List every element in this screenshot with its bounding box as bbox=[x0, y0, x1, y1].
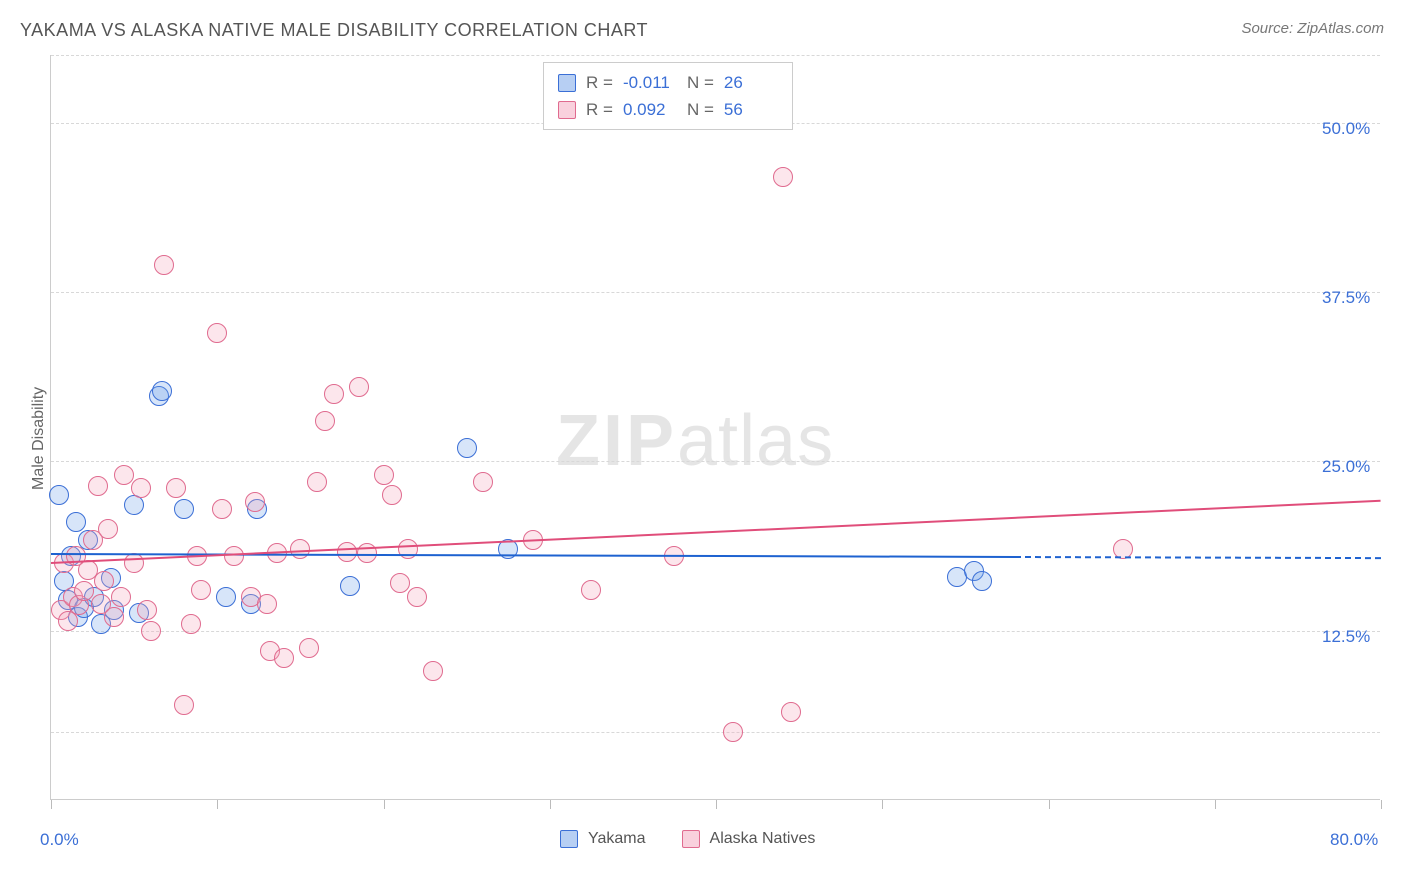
stat-r-value-yakama: -0.011 bbox=[623, 69, 677, 96]
data-point-alaska bbox=[337, 542, 357, 562]
data-point-alaska bbox=[781, 702, 801, 722]
data-point-yakama bbox=[457, 438, 477, 458]
data-point-yakama bbox=[340, 576, 360, 596]
legend-swatch-yakama bbox=[560, 830, 578, 848]
legend-label-yakama: Yakama bbox=[588, 830, 646, 848]
data-point-alaska bbox=[104, 607, 124, 627]
x-tick bbox=[51, 800, 52, 809]
data-point-alaska bbox=[131, 478, 151, 498]
data-point-alaska bbox=[154, 255, 174, 275]
data-point-alaska bbox=[137, 600, 157, 620]
series-legend: Yakama Alaska Natives bbox=[560, 830, 815, 848]
data-point-alaska bbox=[773, 167, 793, 187]
x-tick bbox=[716, 800, 717, 809]
data-point-yakama bbox=[49, 485, 69, 505]
data-point-alaska bbox=[299, 638, 319, 658]
stat-r-value-alaska: 0.092 bbox=[623, 96, 677, 123]
data-point-yakama bbox=[174, 499, 194, 519]
data-point-alaska bbox=[423, 661, 443, 681]
legend-label-alaska: Alaska Natives bbox=[710, 830, 816, 848]
watermark-atlas: atlas bbox=[677, 401, 834, 481]
stat-r-label: R = bbox=[586, 96, 613, 123]
y-tick-label: 50.0% bbox=[1322, 119, 1370, 139]
gridline bbox=[51, 55, 1380, 56]
data-point-alaska bbox=[124, 553, 144, 573]
stat-n-label: N = bbox=[687, 69, 714, 96]
stats-legend-box: R = -0.011 N = 26 R = 0.092 N = 56 bbox=[543, 62, 793, 130]
data-point-alaska bbox=[307, 472, 327, 492]
data-point-alaska bbox=[166, 478, 186, 498]
gridline bbox=[51, 292, 1380, 293]
trend-yakama-dash bbox=[1015, 556, 1381, 559]
x-tick bbox=[1381, 800, 1382, 809]
data-point-alaska bbox=[174, 695, 194, 715]
data-point-alaska bbox=[315, 411, 335, 431]
data-point-alaska bbox=[473, 472, 493, 492]
y-tick-label: 12.5% bbox=[1322, 627, 1370, 647]
data-point-alaska bbox=[407, 587, 427, 607]
x-tick-label: 0.0% bbox=[40, 830, 79, 850]
data-point-alaska bbox=[224, 546, 244, 566]
data-point-alaska bbox=[374, 465, 394, 485]
y-tick-label: 37.5% bbox=[1322, 288, 1370, 308]
data-point-alaska bbox=[207, 323, 227, 343]
y-axis-label: Male Disability bbox=[30, 387, 48, 490]
x-tick bbox=[1215, 800, 1216, 809]
gridline bbox=[51, 461, 1380, 462]
data-point-alaska bbox=[98, 519, 118, 539]
x-tick bbox=[550, 800, 551, 809]
data-point-yakama bbox=[972, 571, 992, 591]
x-tick bbox=[882, 800, 883, 809]
stat-n-label: N = bbox=[687, 96, 714, 123]
data-point-alaska bbox=[349, 377, 369, 397]
swatch-yakama bbox=[558, 74, 576, 92]
data-point-alaska bbox=[245, 492, 265, 512]
gridline bbox=[51, 631, 1380, 632]
data-point-alaska bbox=[382, 485, 402, 505]
data-point-alaska bbox=[114, 465, 134, 485]
data-point-alaska bbox=[181, 614, 201, 634]
y-tick-label: 25.0% bbox=[1322, 457, 1370, 477]
data-point-alaska bbox=[390, 573, 410, 593]
x-tick bbox=[384, 800, 385, 809]
stats-row-yakama: R = -0.011 N = 26 bbox=[558, 69, 778, 96]
data-point-yakama bbox=[216, 587, 236, 607]
data-point-alaska bbox=[723, 722, 743, 742]
stat-r-label: R = bbox=[586, 69, 613, 96]
stat-n-value-yakama: 26 bbox=[724, 69, 778, 96]
data-point-alaska bbox=[257, 594, 277, 614]
watermark-zip: ZIP bbox=[556, 401, 677, 481]
x-tick bbox=[1049, 800, 1050, 809]
data-point-alaska bbox=[94, 571, 114, 591]
stat-n-value-alaska: 56 bbox=[724, 96, 778, 123]
plot-area: ZIPatlas bbox=[50, 55, 1380, 800]
legend-item-alaska: Alaska Natives bbox=[682, 830, 816, 848]
data-point-alaska bbox=[581, 580, 601, 600]
data-point-alaska bbox=[191, 580, 211, 600]
data-point-alaska bbox=[141, 621, 161, 641]
watermark: ZIPatlas bbox=[556, 400, 834, 482]
x-tick-label: 80.0% bbox=[1330, 830, 1378, 850]
data-point-alaska bbox=[324, 384, 344, 404]
x-tick bbox=[217, 800, 218, 809]
swatch-alaska bbox=[558, 101, 576, 119]
stats-row-alaska: R = 0.092 N = 56 bbox=[558, 96, 778, 123]
data-point-yakama bbox=[152, 381, 172, 401]
data-point-yakama bbox=[66, 512, 86, 532]
chart-title: YAKAMA VS ALASKA NATIVE MALE DISABILITY … bbox=[20, 20, 648, 41]
data-point-alaska bbox=[88, 476, 108, 496]
gridline bbox=[51, 732, 1380, 733]
data-point-alaska bbox=[212, 499, 232, 519]
legend-swatch-alaska bbox=[682, 830, 700, 848]
data-point-alaska bbox=[111, 587, 131, 607]
data-point-alaska bbox=[398, 539, 418, 559]
data-point-alaska bbox=[274, 648, 294, 668]
legend-item-yakama: Yakama bbox=[560, 830, 646, 848]
source-label: Source: ZipAtlas.com bbox=[1241, 20, 1384, 37]
